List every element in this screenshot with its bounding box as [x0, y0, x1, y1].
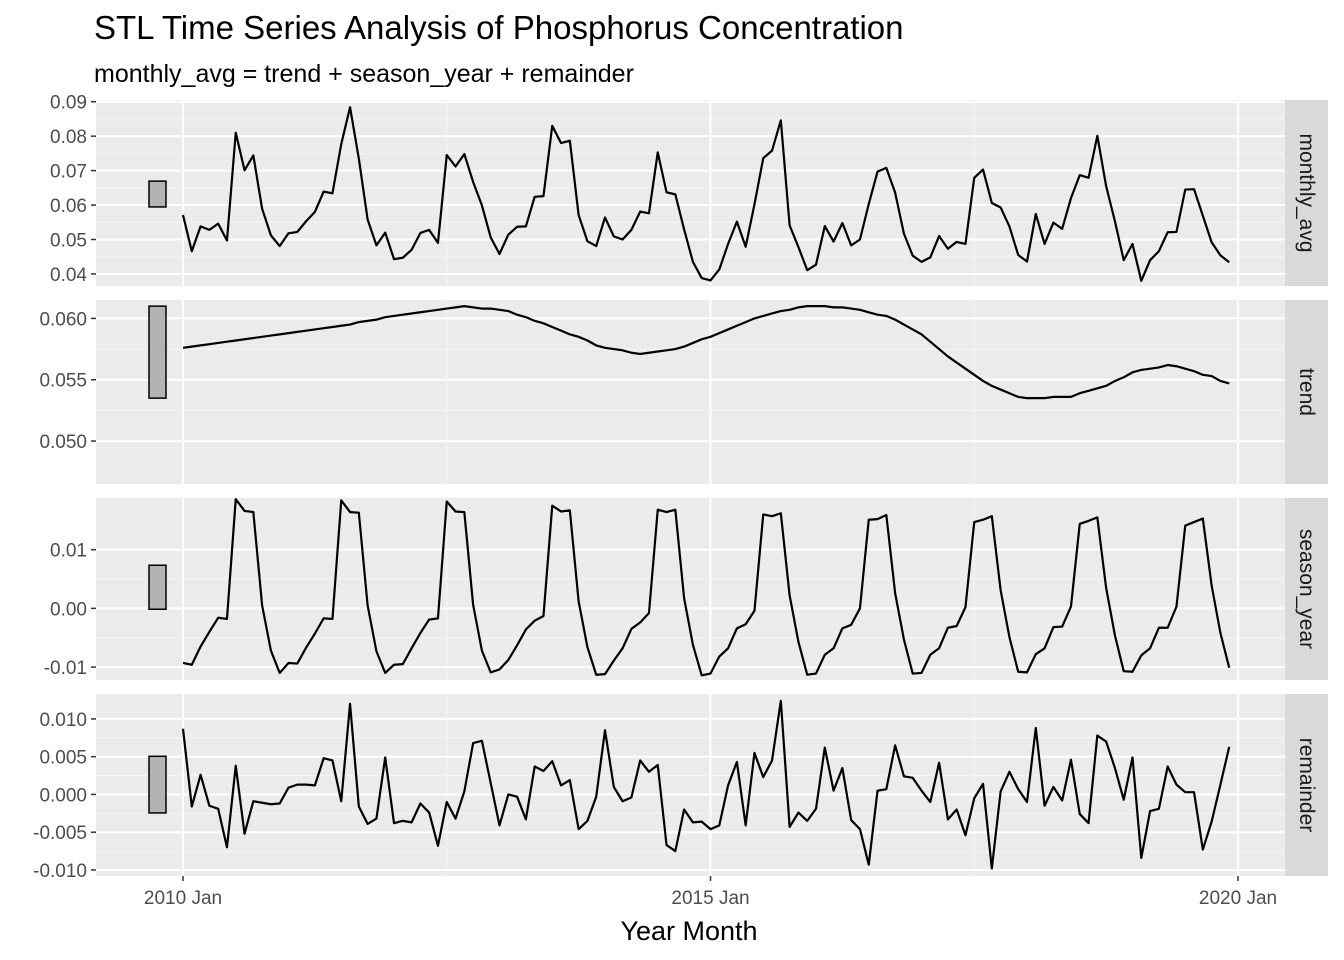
x-tick-label: 2020 Jan: [1199, 888, 1277, 909]
y-tick-label: 0.07: [50, 162, 87, 183]
facet-strip: [1285, 300, 1328, 484]
panel-background: [96, 300, 1285, 484]
scale-bar: [148, 564, 167, 611]
chart-title: STL Time Series Analysis of Phosphorus C…: [94, 9, 904, 46]
series-line-trend: [182, 305, 1230, 400]
facet-strip-label: remainder: [1295, 738, 1318, 833]
chart-subtitle: monthly_avg = trend + season_year + rema…: [94, 60, 634, 88]
panel-monthly-avg: 0.04 0.05 0.06 0.07 0.08 0.09 monthly_avg: [50, 93, 1328, 286]
y-tick-label: -0.01: [44, 658, 87, 679]
y-tick-label: 0.01: [50, 541, 87, 562]
panel-background: [96, 100, 1285, 286]
y-tick-label: 0.06: [50, 196, 87, 217]
x-axis-label: Year Month: [620, 916, 757, 946]
x-axis: 2010 Jan 2015 Jan 2020 Jan: [144, 876, 1277, 909]
y-tick-label: -0.005: [33, 823, 87, 844]
scale-bar: [148, 755, 167, 814]
y-tick-label: 0.050: [39, 432, 87, 453]
facet-strip-label: trend: [1295, 368, 1318, 416]
y-tick-label: -0.010: [33, 861, 87, 882]
y-tick-label: 0.005: [39, 748, 87, 769]
panel-trend: 0.050 0.055 0.060 trend: [39, 300, 1328, 484]
panel-season-year: -0.01 0.00 0.01 season_year: [44, 498, 1328, 680]
panel-remainder: -0.010 -0.005 0.000 0.005 0.010 remainder: [33, 694, 1328, 882]
y-tick-label: 0.08: [50, 127, 87, 148]
y-tick-label: 0.010: [39, 710, 87, 731]
y-tick-label: 0.09: [50, 93, 87, 114]
panels: 0.04 0.05 0.06 0.07 0.08 0.09 monthly_avg 0.050…: [33, 93, 1328, 882]
series-line-monthly-avg: [181, 106, 1230, 282]
panel-background: [96, 498, 1285, 680]
facet-strip-label: season_year: [1295, 529, 1318, 649]
x-tick-label: 2010 Jan: [144, 888, 222, 909]
facet-strip-label: monthly_avg: [1295, 133, 1318, 252]
series-line-remainder: [181, 699, 1231, 870]
scale-bar: [148, 305, 167, 399]
y-tick-label: 0.05: [50, 231, 87, 252]
y-tick-label: 0.04: [50, 265, 87, 286]
facet-strip: [1285, 694, 1328, 876]
y-tick-label: 0.000: [39, 785, 87, 806]
scale-bar: [148, 180, 167, 208]
x-tick-label: 2015 Jan: [671, 888, 749, 909]
y-tick-label: 0.060: [39, 309, 87, 330]
y-tick-label: 0.00: [50, 599, 87, 620]
y-tick-label: 0.055: [39, 371, 87, 392]
series-line-season-year: [182, 498, 1231, 677]
facet-strip: [1285, 498, 1328, 680]
panel-background: [96, 694, 1285, 876]
facet-strip: [1285, 100, 1328, 286]
